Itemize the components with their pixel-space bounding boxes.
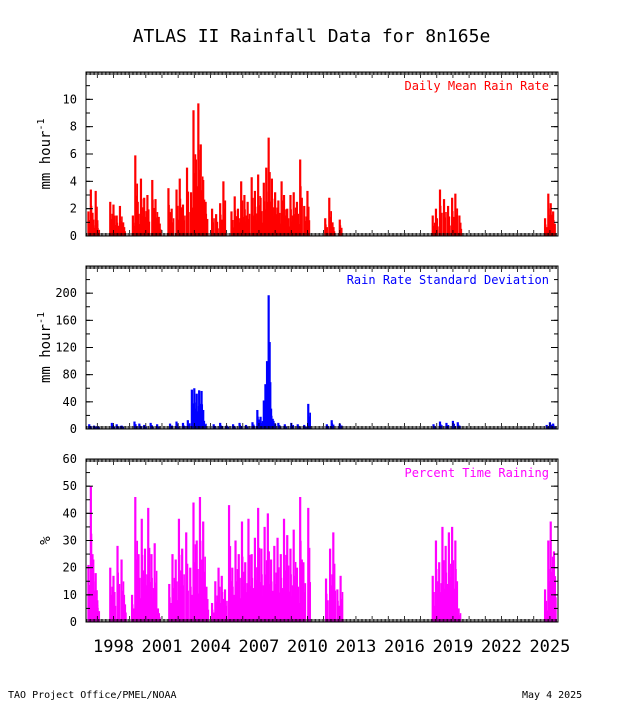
xtick-label-6: 2016 [384,637,425,657]
ylabel-unit: mm hour [38,131,54,190]
ytick-label-1-0: 0 [70,229,77,243]
ytick-label-2-1: 40 [63,395,77,409]
ytick-label-3-0: 0 [70,615,77,629]
xtick-label-5: 2013 [335,637,376,657]
panel-2: 0 40 80 120 160 200 Rain Rate Standard Deviati… [36,265,559,436]
ylabel-3: % [38,536,54,545]
xtick-label-8: 2022 [481,637,522,657]
ytick-label-3-5: 50 [63,479,77,493]
xtick-label-7: 2019 [432,637,473,657]
ytick-label-2-2: 80 [63,368,77,382]
plot-frame-2 [85,265,559,430]
ytick-label-1-3: 6 [70,147,77,161]
ytick-label-3-1: 10 [63,588,77,602]
footer-credit: TAO Project Office/PMEL/NOAA [8,690,177,701]
ylabel-exponent: -1 [36,118,47,130]
ylabel-exponent: -1 [36,312,47,324]
ytick-label-1-2: 4 [70,174,77,188]
ytick-label-1-1: 2 [70,202,77,216]
xtick-label-4: 2010 [287,637,328,657]
ytick-label-2-0: 0 [70,422,77,436]
page-title: ATLAS II Rainfall Data for 8n165e [132,26,491,47]
plot-frame-1 [85,71,559,237]
ylabel-2: mm hour-1 [36,312,54,383]
ytick-label-1-4: 8 [70,120,77,134]
xtick-label-2: 2004 [190,637,231,657]
ytick-label-3-3: 30 [63,534,77,548]
footer-date: May 4 2025 [522,690,583,701]
ytick-label-2-4: 160 [55,313,77,327]
ytick-label-3-6: 60 [63,452,77,466]
series-label-2: Rain Rate Standard Deviation [347,273,549,287]
xtick-label-0: 1998 [93,637,134,657]
ytick-label-3-2: 20 [63,561,77,575]
panel-3: 0 10 20 30 40 50 60 Percent Time Raining% 1998 20… [38,452,570,657]
series-label-1: Daily Mean Rain Rate [405,79,550,93]
xtick-label-9: 2025 [529,637,570,657]
ylabel-unit: mm hour [38,324,54,383]
ytick-label-2-3: 120 [55,341,77,355]
xtick-label-1: 2001 [141,637,182,657]
xtick-label-3: 2007 [238,637,279,657]
ylabel-1: mm hour-1 [36,118,54,189]
panel-1: 0 2 4 6 8 10 Daily Mean Rain Rate mm hour-1 [36,71,559,243]
series-label-3: Percent Time Raining [405,466,550,480]
ytick-label-3-4: 40 [63,506,77,520]
ytick-label-2-5: 200 [55,286,77,300]
ytick-label-1-5: 10 [63,92,77,106]
